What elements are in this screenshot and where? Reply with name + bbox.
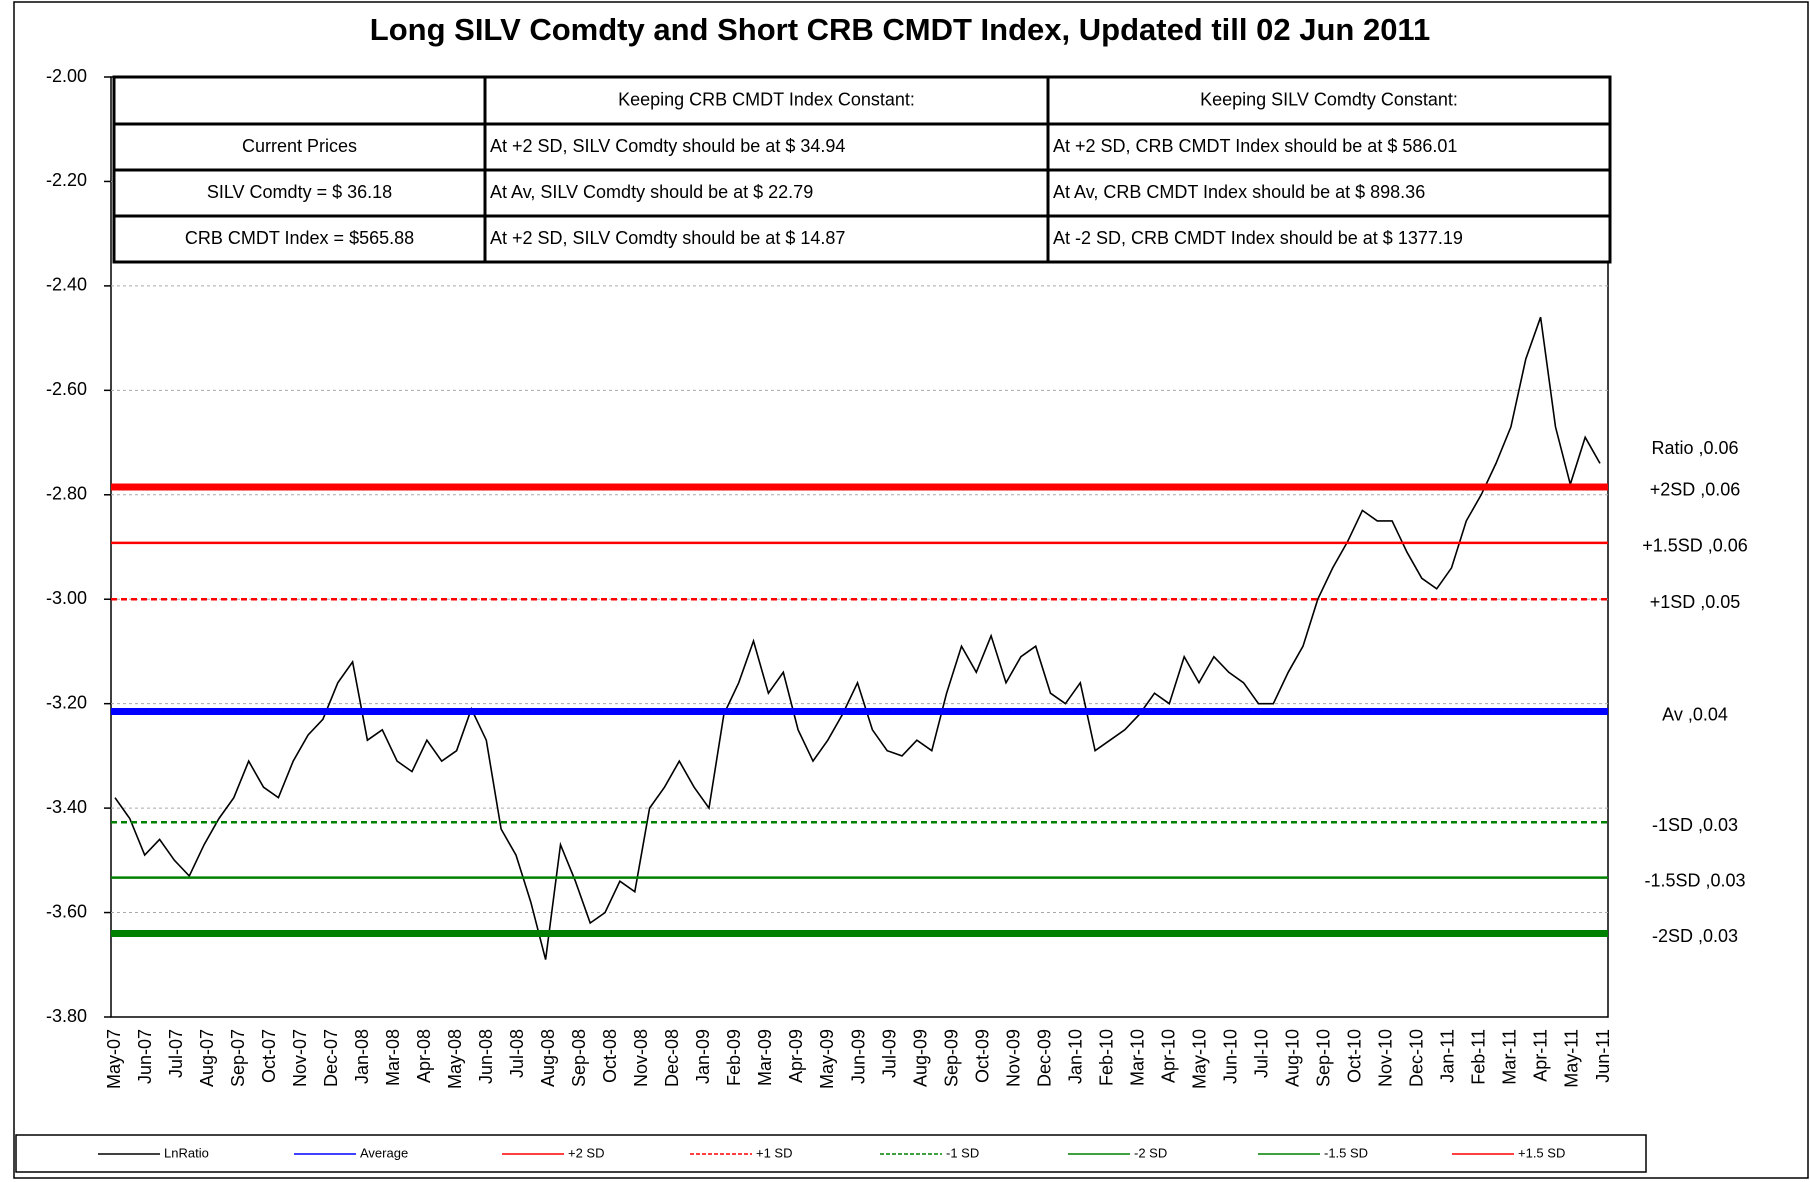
x-tick-label: Apr-09 <box>786 1029 806 1083</box>
table-cell <box>1046 214 1612 264</box>
table-text: CRB CMDT Index = $565.88 <box>185 228 414 248</box>
chart-frame <box>13 1 1809 1179</box>
table-text: Current Prices <box>242 136 357 156</box>
x-tick-label: Sep-09 <box>941 1029 961 1087</box>
x-tick-label: Jun-08 <box>476 1029 496 1084</box>
table-cell <box>112 75 487 126</box>
table-cell <box>483 214 1050 264</box>
x-tick-label: Mar-09 <box>755 1029 775 1086</box>
x-tick-label: Jan-10 <box>1065 1029 1085 1084</box>
x-tick-label: May-10 <box>1189 1029 1209 1089</box>
x-tick-label: Feb-10 <box>1096 1029 1116 1086</box>
table-header: Keeping CRB CMDT Index Constant: <box>618 89 915 109</box>
table-text: At -2 SD, CRB CMDT Index should be at $ … <box>1053 228 1463 248</box>
table-cell <box>1046 168 1612 218</box>
x-tick-label: Aug-08 <box>538 1029 558 1087</box>
x-tick-label: Jun-07 <box>135 1029 155 1084</box>
x-tick-label: Apr-08 <box>414 1029 434 1083</box>
ratio-line <box>114 316 1601 960</box>
x-tick-label: Aug-07 <box>197 1029 217 1087</box>
chart-title: Long SILV Comdty and Short CRB CMDT Inde… <box>370 12 1430 47</box>
legend-label: -1 SD <box>946 1145 979 1160</box>
x-tick-label: Mar-10 <box>1127 1029 1147 1086</box>
x-tick-label: Jun-11 <box>1593 1029 1613 1083</box>
x-tick-label: Sep-07 <box>228 1029 248 1087</box>
level-label: +1SD ,0.05 <box>1650 592 1741 612</box>
legend-label: -1.5 SD <box>1324 1145 1368 1160</box>
x-tick-label: May-11 <box>1562 1029 1582 1088</box>
x-tick-label: Apr-10 <box>1158 1029 1178 1083</box>
y-tick-label: -2.80 <box>46 484 87 504</box>
table-header: Keeping SILV Comdty Constant: <box>1200 89 1458 109</box>
x-tick-label: Dec-08 <box>662 1029 682 1087</box>
x-tick-label: Jul-08 <box>507 1029 527 1078</box>
x-tick-label: Nov-07 <box>290 1029 310 1087</box>
x-tick-label: Mar-08 <box>383 1029 403 1086</box>
table-text: At +2 SD, SILV Comdty should be at $ 14.… <box>490 228 845 248</box>
x-tick-label: Dec-09 <box>1034 1029 1054 1087</box>
x-tick-label: May-09 <box>817 1029 837 1089</box>
x-tick-label: Dec-07 <box>321 1029 341 1087</box>
level-label: -1.5SD ,0.03 <box>1644 870 1745 890</box>
legend-label: +1 SD <box>756 1145 793 1160</box>
legend-label: +1.5 SD <box>1518 1145 1565 1160</box>
x-tick-label: Jan-08 <box>352 1029 372 1084</box>
x-tick-label: Sep-08 <box>569 1029 589 1087</box>
x-tick-label: Jul-09 <box>879 1029 899 1078</box>
x-tick-label: Jul-07 <box>166 1029 186 1078</box>
x-tick-label: Jun-10 <box>1221 1029 1241 1084</box>
x-tick-label: May-08 <box>445 1029 465 1089</box>
x-tick-label: Jun-09 <box>848 1029 868 1084</box>
y-tick-label: -2.20 <box>46 170 87 190</box>
legend-label: -2 SD <box>1134 1145 1167 1160</box>
y-tick-label: -3.20 <box>46 692 87 712</box>
table-text: At Av, SILV Comdty should be at $ 22.79 <box>490 182 813 202</box>
x-tick-label: Jul-10 <box>1252 1029 1272 1078</box>
x-tick-label: Mar-11 <box>1500 1029 1520 1085</box>
y-tick-label: -3.60 <box>46 901 87 921</box>
series-label: Ratio ,0.06 <box>1651 438 1738 458</box>
y-tick-label: -3.80 <box>46 1006 87 1026</box>
y-tick-label: -2.60 <box>46 379 87 399</box>
y-tick-label: -3.00 <box>46 588 87 608</box>
level-label: +2SD ,0.06 <box>1650 480 1741 500</box>
level-label: +1.5SD ,0.06 <box>1642 536 1748 556</box>
x-tick-label: Oct-08 <box>600 1029 620 1083</box>
legend-box <box>15 1134 1647 1173</box>
x-tick-label: Nov-08 <box>631 1029 651 1087</box>
level-label: Av ,0.04 <box>1662 704 1728 724</box>
legend-label: +2 SD <box>568 1145 605 1160</box>
table-cell <box>483 122 1050 172</box>
x-tick-label: Feb-09 <box>724 1029 744 1086</box>
x-tick-label: Nov-09 <box>1003 1029 1023 1087</box>
legend-label: LnRatio <box>164 1145 209 1160</box>
x-tick-label: Aug-09 <box>910 1029 930 1087</box>
x-tick-label: May-07 <box>104 1029 124 1089</box>
table-text: SILV Comdty = $ 36.18 <box>207 182 392 202</box>
x-tick-label: Oct-09 <box>972 1029 992 1083</box>
x-tick-label: Jan-09 <box>693 1029 713 1084</box>
x-tick-label: Dec-10 <box>1407 1029 1427 1087</box>
x-tick-label: Oct-10 <box>1345 1029 1365 1083</box>
table-text: At Av, CRB CMDT Index should be at $ 898… <box>1053 182 1425 202</box>
x-tick-label: Sep-10 <box>1314 1029 1334 1087</box>
x-tick-label: Nov-10 <box>1376 1029 1396 1087</box>
x-tick-label: Feb-11 <box>1469 1029 1489 1085</box>
y-tick-label: -2.00 <box>46 66 87 86</box>
level-label: -1SD ,0.03 <box>1652 815 1738 835</box>
x-tick-label: Jan-11 <box>1438 1029 1458 1083</box>
y-tick-label: -3.40 <box>46 797 87 817</box>
table-cell <box>483 75 1050 126</box>
x-tick-label: Oct-07 <box>259 1029 279 1083</box>
table-cell <box>1046 122 1612 172</box>
x-tick-label: Aug-10 <box>1283 1029 1303 1087</box>
table-cell <box>112 214 487 264</box>
x-tick-label: Apr-11 <box>1531 1029 1551 1082</box>
level-label: -2SD ,0.03 <box>1652 926 1738 946</box>
legend-label: Average <box>360 1145 408 1160</box>
y-tick-label: -2.40 <box>46 275 87 295</box>
table-text: At +2 SD, SILV Comdty should be at $ 34.… <box>490 136 845 156</box>
table-text: At +2 SD, CRB CMDT Index should be at $ … <box>1053 136 1457 156</box>
